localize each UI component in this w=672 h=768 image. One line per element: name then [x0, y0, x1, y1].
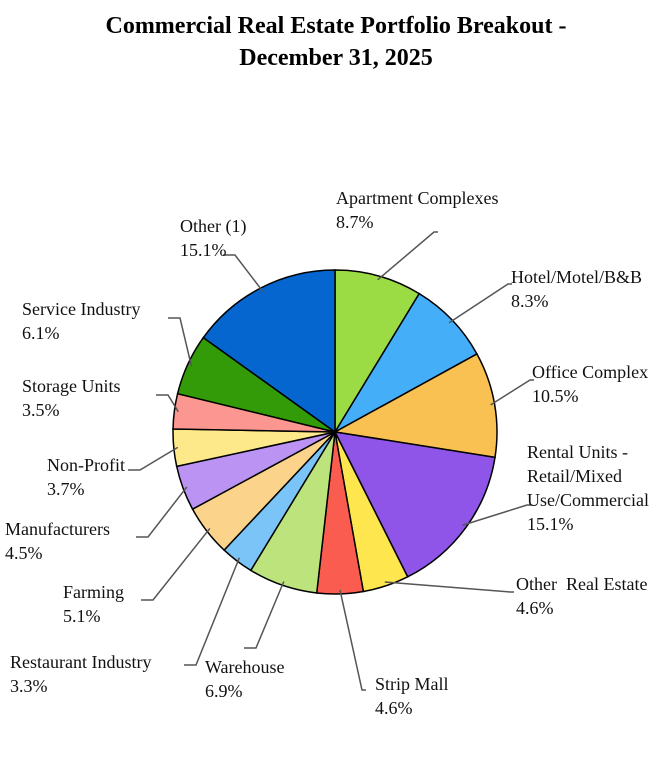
leader-line [168, 317, 193, 367]
category-label: Other Real Estate [516, 574, 648, 594]
value-label: 10.5% [532, 386, 579, 406]
category-label: Other (1) [180, 216, 247, 236]
leader-line [156, 394, 179, 413]
value-label: 15.1% [527, 514, 574, 534]
category-label: Storage Units [22, 376, 121, 396]
value-label: 6.1% [22, 323, 60, 343]
value-label: 4.6% [516, 598, 554, 618]
leader-line [223, 254, 264, 292]
category-label: Warehouse [205, 657, 285, 677]
value-label: 15.1% [180, 240, 227, 260]
leader-line [128, 446, 179, 471]
leader-line [448, 283, 512, 324]
category-label: Service Industry [22, 299, 141, 319]
leader-line [384, 581, 514, 593]
leader-line [141, 527, 211, 601]
category-label: Hotel/Motel/B&B [511, 267, 643, 287]
category-label: Manufacturers [5, 519, 110, 539]
leader-line [184, 557, 241, 666]
category-label: Restaurant Industry [10, 652, 152, 672]
leader-line [339, 589, 366, 691]
leader-line [136, 486, 188, 538]
leader-line [490, 379, 534, 406]
pie-slice [334, 269, 421, 435]
category-label: Rental Units - Retail/Mixed Use/Commerci… [527, 442, 649, 510]
value-label: 6.9% [205, 681, 243, 701]
value-label: 4.6% [375, 698, 413, 718]
value-label: 8.3% [511, 291, 549, 311]
leader-line [377, 231, 438, 281]
value-label: 3.7% [47, 479, 85, 499]
category-label: Farming [63, 582, 124, 602]
leader-line [462, 504, 531, 526]
category-label: Strip Mall [375, 674, 449, 694]
value-label: 3.3% [10, 676, 48, 696]
pie-slice [333, 431, 496, 578]
category-label: Non-Profit [47, 455, 125, 475]
leader-line [244, 581, 285, 649]
category-label: Office Complex [532, 362, 649, 382]
value-label: 3.5% [22, 400, 60, 420]
chart-title: Commercial Real Estate Portfolio Breakou… [0, 10, 672, 74]
value-label: 5.1% [63, 606, 101, 626]
category-label: Apartment Complexes [336, 188, 499, 208]
value-label: 8.7% [336, 212, 374, 232]
pie-slice [332, 352, 498, 459]
title-text: Commercial Real Estate Portfolio Breakou… [105, 13, 567, 71]
value-label: 4.5% [5, 543, 43, 563]
